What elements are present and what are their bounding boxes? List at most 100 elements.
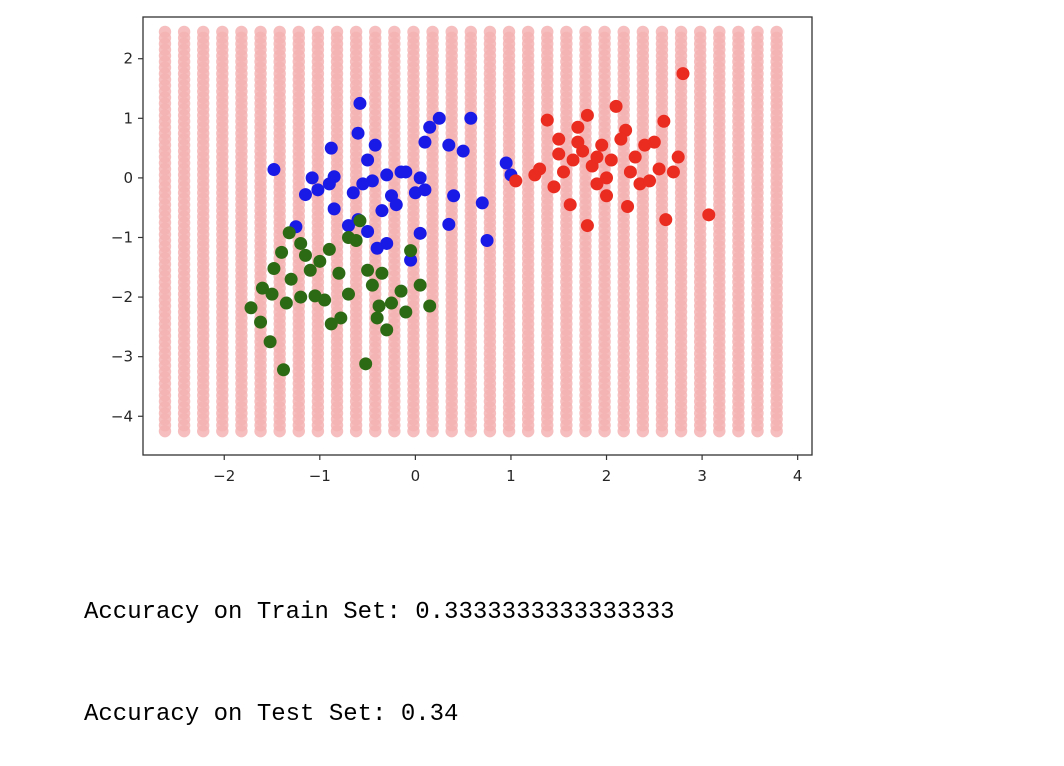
data-point xyxy=(332,266,346,280)
x-tick-label: 0 xyxy=(411,467,421,485)
grid-point xyxy=(693,25,707,39)
data-point xyxy=(394,284,408,298)
grid-point xyxy=(502,25,516,39)
data-point xyxy=(298,188,312,202)
data-point xyxy=(418,135,432,149)
grid-point xyxy=(311,25,325,39)
grid-point xyxy=(445,25,458,39)
data-point xyxy=(571,135,585,149)
data-point xyxy=(552,147,566,161)
data-point xyxy=(394,165,408,179)
data-point xyxy=(380,323,394,337)
grid-point xyxy=(636,25,650,39)
data-point xyxy=(652,162,666,176)
y-tick-label: −3 xyxy=(111,348,133,366)
data-point xyxy=(368,138,382,152)
data-point xyxy=(324,317,338,331)
data-point xyxy=(254,315,268,329)
grid-point xyxy=(254,25,267,39)
data-point xyxy=(509,174,523,188)
data-point xyxy=(255,281,269,295)
data-point xyxy=(657,114,671,128)
grid-point xyxy=(521,25,535,39)
x-tick-label: 4 xyxy=(793,467,803,485)
data-point xyxy=(571,120,585,134)
data-point xyxy=(365,278,379,292)
grid-point xyxy=(770,25,783,39)
data-point xyxy=(666,165,680,179)
data-point xyxy=(361,263,375,277)
data-point xyxy=(413,171,427,185)
data-point xyxy=(380,168,394,182)
y-tick-label: 0 xyxy=(123,169,133,187)
data-point xyxy=(341,230,355,244)
grid-point xyxy=(273,25,286,39)
data-point xyxy=(303,263,317,277)
data-point xyxy=(580,219,594,233)
data-point xyxy=(442,138,456,152)
grid-point xyxy=(560,25,573,39)
data-point xyxy=(552,132,566,146)
x-tick-label: 2 xyxy=(602,467,612,485)
data-point xyxy=(499,156,513,170)
x-tick-label: 3 xyxy=(697,467,707,485)
data-point xyxy=(643,174,657,188)
data-point xyxy=(267,163,281,177)
data-point xyxy=(600,189,614,203)
scatter-plot: −2 −1 0 1 2 3 4 2 1 0 −1 −2 −3 −4 xyxy=(111,16,813,485)
data-point xyxy=(540,113,554,127)
grid-point xyxy=(732,25,745,39)
cell-output: Accuracy on Train Set: 0.333333333333333… xyxy=(84,528,675,766)
data-point xyxy=(547,180,561,194)
data-point xyxy=(375,266,389,280)
data-point xyxy=(282,226,296,240)
data-point xyxy=(324,141,338,155)
grid-point xyxy=(713,25,726,39)
data-point xyxy=(464,111,478,125)
data-point xyxy=(267,261,281,275)
data-point xyxy=(475,196,489,210)
data-point xyxy=(447,189,461,203)
data-point xyxy=(702,208,716,222)
data-point xyxy=(353,96,367,110)
data-point xyxy=(580,108,594,122)
grid-point xyxy=(407,25,420,39)
data-point xyxy=(244,301,258,315)
series-2 xyxy=(244,214,437,377)
grid-point xyxy=(579,25,592,39)
data-point xyxy=(265,287,279,301)
data-point xyxy=(389,198,403,212)
data-point xyxy=(263,335,277,349)
data-point xyxy=(365,174,379,188)
x-tick-label: −2 xyxy=(213,467,235,485)
data-point xyxy=(621,200,635,213)
data-point xyxy=(623,165,637,179)
data-point xyxy=(361,225,375,239)
grid-point xyxy=(617,25,630,39)
data-point xyxy=(557,165,571,179)
grid-point xyxy=(158,25,172,39)
y-tick-label: −4 xyxy=(111,407,133,425)
y-axis: 2 1 0 −1 −2 −3 −4 xyxy=(111,50,143,425)
y-tick-label: 2 xyxy=(123,50,133,68)
data-point xyxy=(284,272,298,286)
data-point xyxy=(353,214,367,228)
data-point xyxy=(361,153,375,167)
data-point xyxy=(327,202,341,216)
train-accuracy-text: Accuracy on Train Set: 0.333333333333333… xyxy=(84,599,675,626)
data-point xyxy=(294,290,308,304)
series-1 xyxy=(509,67,716,233)
data-point xyxy=(313,254,327,268)
data-point xyxy=(590,150,604,164)
data-point xyxy=(322,177,336,191)
grid-point xyxy=(216,25,229,39)
grid-point xyxy=(541,25,554,39)
grid-point xyxy=(197,25,210,39)
grid-point xyxy=(426,25,439,39)
data-point xyxy=(480,233,494,247)
data-point xyxy=(442,217,456,231)
data-point xyxy=(413,226,427,240)
data-point xyxy=(311,183,325,197)
x-tick-label: −1 xyxy=(309,467,331,485)
data-point xyxy=(341,287,355,301)
